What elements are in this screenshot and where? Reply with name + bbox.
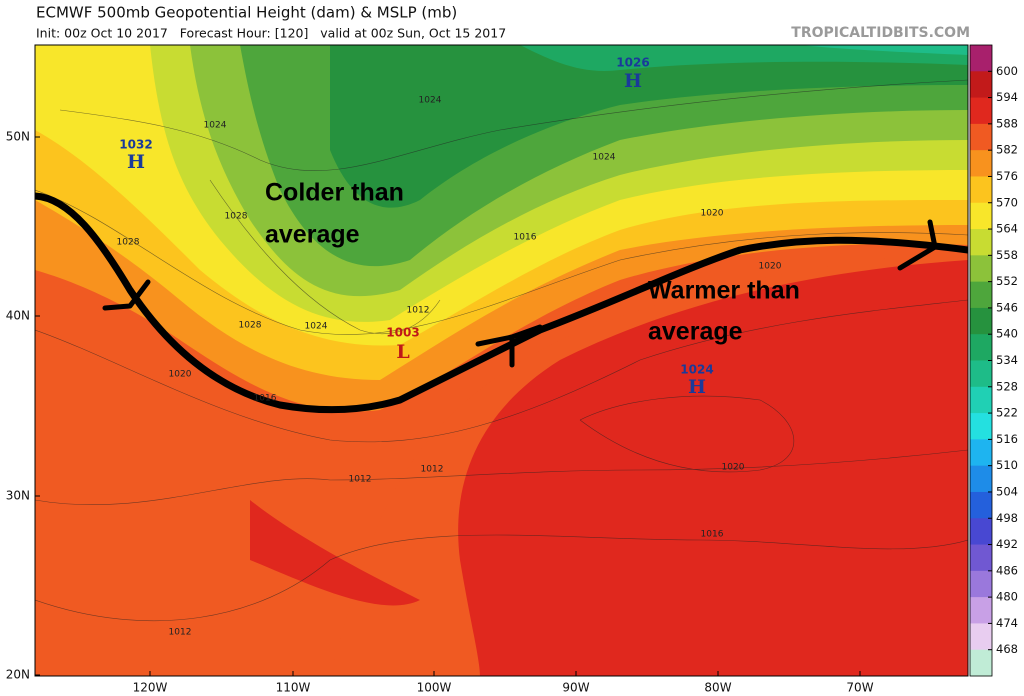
contour-label: 1024 [419, 96, 442, 106]
pressure-symbol: L [396, 341, 409, 363]
colorbar-segment [970, 281, 992, 309]
contour-label: 1012 [421, 465, 444, 475]
contour-label: 1028 [117, 238, 140, 248]
contour-label: 1020 [759, 262, 782, 272]
colorbar-label: 516 [996, 432, 1018, 446]
lat-label: 50N [6, 130, 30, 144]
lon-label: 120W [133, 681, 168, 695]
pressure-symbol: H [624, 70, 642, 92]
source: TROPICALTIDBITS.COM [791, 25, 970, 41]
lon-label: 90W [562, 681, 589, 695]
contour-label: 1024 [593, 153, 616, 163]
colorbar-segment [970, 465, 992, 493]
colorbar-label: 546 [996, 300, 1018, 314]
subtitle: Init: 00z Oct 10 2017 Forecast Hour: [12… [36, 26, 506, 41]
lon-label: 80W [704, 681, 731, 695]
colorbar-segment [970, 150, 992, 177]
colorbar-segment [970, 202, 992, 230]
lon-label: 100W [417, 681, 452, 695]
pressure-symbol: H [688, 376, 706, 398]
contour-label: 1020 [701, 209, 724, 219]
annotation: Colder than [265, 179, 404, 207]
colorbar-segment [970, 97, 992, 125]
pressure-centers: 1032 H 1026 H 1024 H 1003 L [119, 56, 713, 399]
colorbar-segment [970, 439, 992, 467]
colorbar-label: 468 [996, 642, 1018, 656]
colorbar-segment [970, 71, 992, 99]
colorbar-label: 480 [996, 590, 1018, 604]
contour-label: 1016 [514, 233, 537, 243]
colorbar-segment [970, 623, 992, 651]
colorbar-label: 588 [996, 116, 1018, 130]
colorbar-label: 522 [996, 406, 1018, 420]
contour-label: 1012 [169, 628, 192, 638]
colorbar-segment [970, 413, 992, 440]
colorbar-segment [970, 123, 992, 151]
colorbar-label: 576 [996, 169, 1018, 183]
colorbar-label: 540 [996, 327, 1018, 341]
annotation: Warmer than [648, 277, 800, 305]
colorbar-label: 564 [996, 222, 1018, 236]
colorbar-label: 474 [996, 616, 1018, 630]
annotation: average [265, 221, 360, 249]
pressure-value: 1024 [680, 363, 713, 377]
contour-labels: 1024 1024 1028 1028 1016 1020 1024 1020 1012 1024… [117, 96, 782, 638]
colorbar-label: 594 [996, 90, 1018, 104]
pressure-value: 1032 [119, 138, 152, 152]
colorbar-segment [970, 255, 992, 283]
colorbar-segment [970, 307, 992, 335]
colorbar-label: 582 [996, 143, 1018, 157]
colorbar-label: 498 [996, 511, 1018, 525]
colorbar-segment [970, 334, 992, 361]
colorbar-segment [970, 229, 992, 256]
contour-label: 1012 [407, 306, 430, 316]
colorbar-label: 600 [996, 64, 1018, 78]
pressure-value: 1026 [616, 56, 649, 70]
colorbar-label: 504 [996, 484, 1018, 498]
contour-label: 1024 [305, 322, 328, 332]
contour-label: 1020 [169, 370, 192, 380]
contour-label: 1028 [225, 212, 248, 222]
lon-label: 110W [276, 681, 311, 695]
annotation: average [648, 318, 743, 346]
colorbar-label: 558 [996, 248, 1018, 262]
contour-label: 1012 [349, 475, 372, 485]
colorbar-segment [970, 649, 992, 677]
pressure-value: 1003 [386, 326, 419, 340]
colorbar-segment [970, 491, 992, 519]
colorbar-segment [970, 45, 992, 72]
contour-label: 1016 [701, 530, 724, 540]
title: ECMWF 500mb Geopotential Height (dam) & … [36, 4, 457, 22]
lat-label: 30N [6, 489, 30, 503]
contour-label: 1016 [254, 394, 277, 404]
lat-label: 20N [6, 668, 30, 682]
axes: 50N 40N 30N 20N 120W 110W 100W 90W 80W 70W [6, 130, 874, 695]
contour-label: 1020 [722, 463, 745, 473]
colorbar-label: 570 [996, 195, 1018, 209]
contour-label: 1028 [239, 321, 262, 331]
map-field [34, 44, 969, 677]
colorbar-segment [970, 176, 992, 204]
colorbar-segment [970, 518, 992, 546]
colorbar-label: 492 [996, 537, 1018, 551]
colorbar-segment [970, 597, 992, 624]
pressure-symbol: H [127, 151, 145, 173]
colorbar-label: 486 [996, 563, 1018, 577]
colorbar-label: 534 [996, 353, 1018, 367]
colorbar-segment [970, 386, 992, 414]
colorbar-label: 528 [996, 379, 1018, 393]
colorbar-segment [970, 570, 992, 598]
colorbar-label: 552 [996, 274, 1018, 288]
colorbar-segment [970, 360, 992, 388]
lon-label: 70W [846, 681, 873, 695]
colorbar-label: 510 [996, 458, 1018, 472]
colorbar-segment [970, 544, 992, 572]
lat-label: 40N [6, 309, 30, 323]
colorbar: 600 594 588 582 576 570 564 558 552 546 540 534 528 5… [969, 44, 1018, 677]
annotations: Colder than average Warmer than average [265, 179, 800, 346]
contour-label: 1024 [204, 121, 227, 131]
